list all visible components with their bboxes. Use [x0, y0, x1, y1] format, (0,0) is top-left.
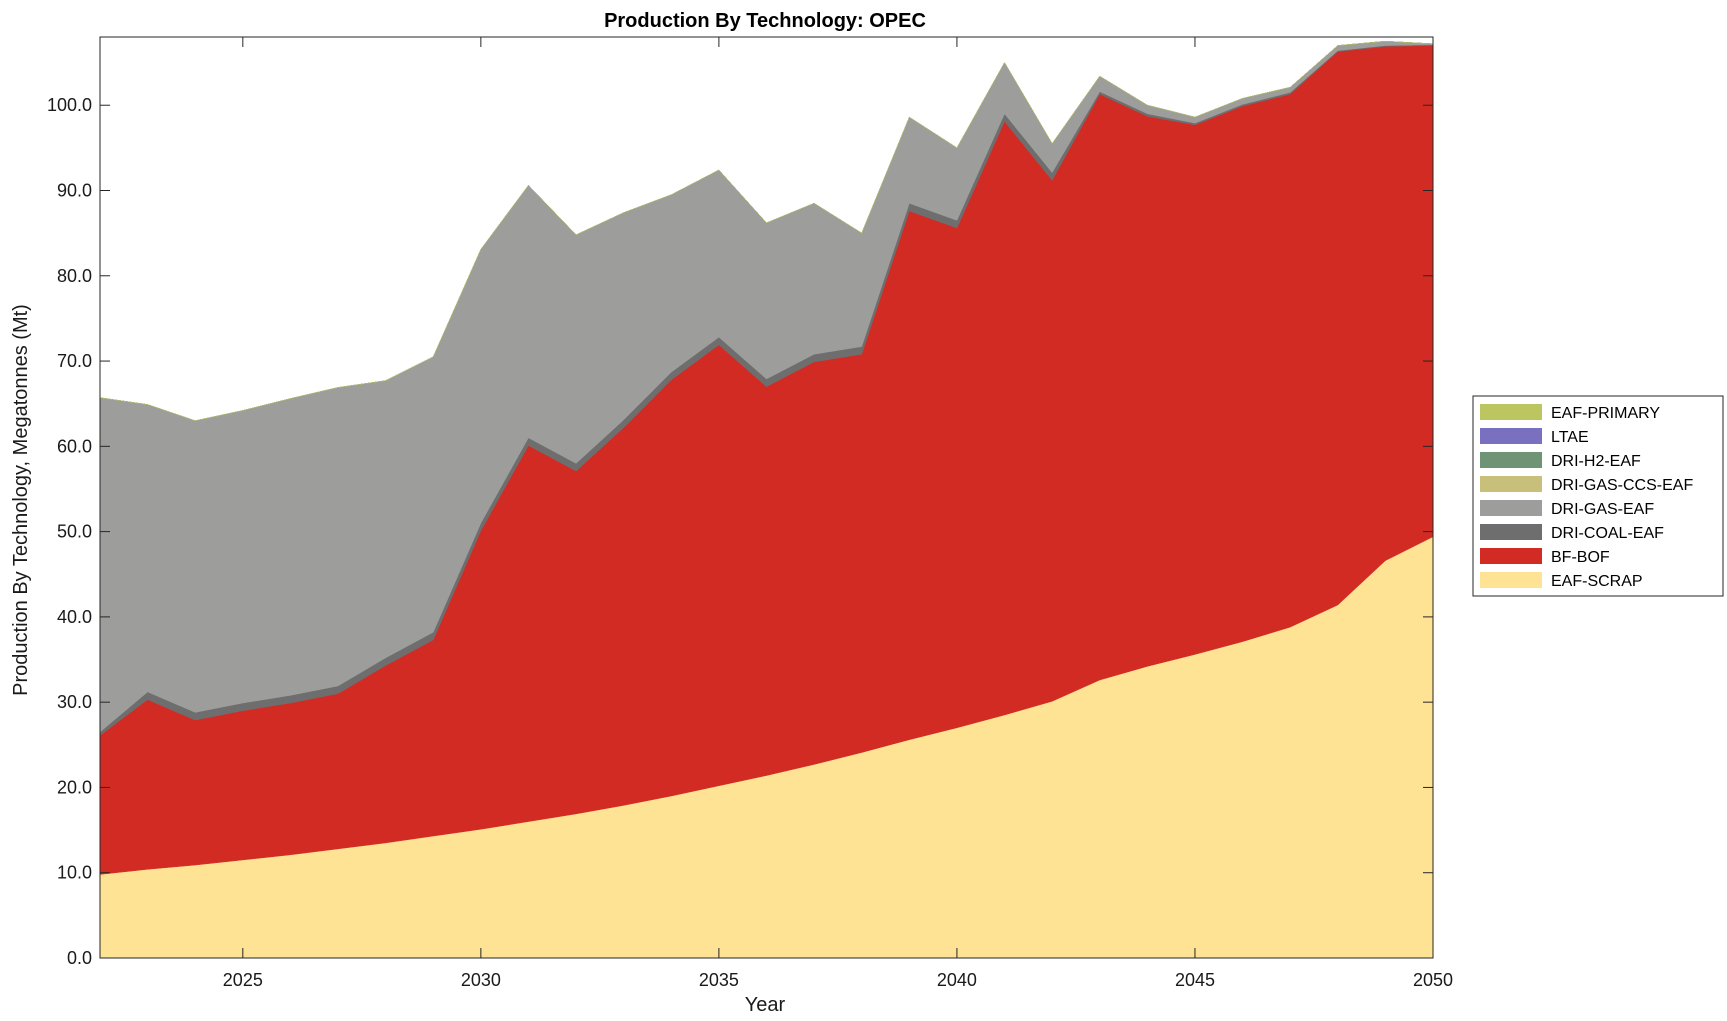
legend-label-eaf-scrap: EAF-SCRAP — [1551, 573, 1643, 590]
x-tick-label: 2050 — [1413, 970, 1453, 990]
y-tick-label: 60.0 — [57, 436, 92, 456]
y-tick-label: 70.0 — [57, 351, 92, 371]
chart-title: Production By Technology: OPEC — [604, 10, 926, 32]
y-tick-label: 90.0 — [57, 181, 92, 201]
x-tick-labels: 2025 2030 2035 2040 2045 2050 — [223, 970, 1453, 990]
legend-swatch-dri-h2-eaf — [1480, 452, 1542, 468]
x-tick-label: 2045 — [1175, 970, 1215, 990]
y-axis-label: Production By Technology, Megatonnes (Mt… — [10, 304, 32, 696]
legend-label-ltae: LTAE — [1551, 429, 1589, 446]
y-tick-label: 40.0 — [57, 607, 92, 627]
legend-swatch-eaf-scrap — [1480, 572, 1542, 588]
legend-swatch-eaf-primary — [1480, 404, 1542, 420]
legend-label-dri-gas-ccs-eaf: DRI-GAS-CCS-EAF — [1551, 477, 1693, 494]
y-tick-label: 30.0 — [57, 692, 92, 712]
y-tick-labels: 0.0 10.0 20.0 30.0 40.0 50.0 60.0 70.0 80.0 90.0 1… — [47, 95, 92, 968]
plot-frame — [99, 36, 1434, 959]
y-tick-label: 20.0 — [57, 777, 92, 797]
legend: EAF-PRIMARY LTAE DRI-H2-EAF DRI-GAS-CCS-EAF… — [1472, 395, 1724, 597]
legend-swatch-bf-bof — [1480, 548, 1542, 564]
x-axis-label: Year — [745, 994, 786, 1016]
x-tick-label: 2025 — [223, 970, 263, 990]
x-tick-label: 2035 — [699, 970, 739, 990]
legend-label-dri-coal-eaf: DRI-COAL-EAF — [1551, 525, 1664, 542]
y-tick-label: 10.0 — [57, 863, 92, 883]
y-tick-label: 50.0 — [57, 522, 92, 542]
x-tick-label: 2030 — [461, 970, 501, 990]
legend-box — [1472, 395, 1724, 597]
legend-swatch-dri-gas-ccs-eaf — [1480, 476, 1542, 492]
legend-label-bf-bof: BF-BOF — [1551, 549, 1610, 566]
legend-label-eaf-primary: EAF-PRIMARY — [1551, 405, 1660, 422]
legend-label-dri-h2-eaf: DRI-H2-EAF — [1551, 453, 1641, 470]
legend-label-dri-gas-eaf: DRI-GAS-EAF — [1551, 501, 1654, 518]
legend-swatch-dri-coal-eaf — [1480, 524, 1542, 540]
y-tick-label: 0.0 — [67, 948, 92, 968]
y-tick-label: 100.0 — [47, 95, 92, 115]
y-tick-label: 80.0 — [57, 266, 92, 286]
area-layers — [99, 41, 1434, 959]
x-tick-label: 2040 — [937, 970, 977, 990]
legend-swatch-dri-gas-eaf — [1480, 500, 1542, 516]
legend-swatch-ltae — [1480, 428, 1542, 444]
